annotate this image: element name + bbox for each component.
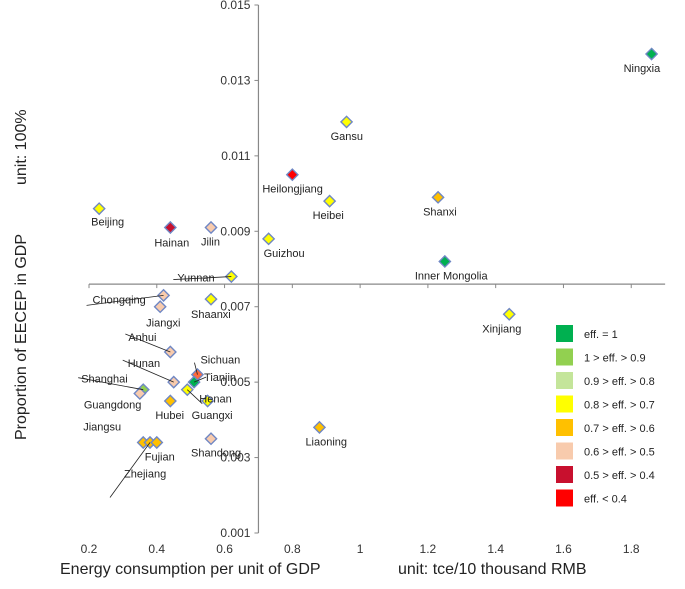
point-label: Shanghai [81,374,128,386]
x-axis-unit: unit: tce/10 thousand RMB [398,561,587,578]
y-tick-label: 0.001 [220,526,250,540]
y-tick-label: 0.007 [220,300,250,314]
legend-swatch [556,466,573,483]
leader-line [193,376,207,383]
x-tick-label: 0.4 [148,542,165,556]
y-tick-label: 0.015 [220,0,250,12]
point-labels: Ningxia Gansu Heilongjiang Heibei Shanxi Beij… [78,63,662,498]
point-label: Chongqing [93,294,146,306]
point-label: Gansu [331,131,363,143]
x-axis-title: Energy consumption per unit of GDP [60,561,321,578]
point-gansu [339,115,354,129]
point-label: Jiangxi [146,318,180,330]
legend-swatch [556,489,573,507]
point-label: Shaanxi [191,309,231,321]
x-tick-label: 0.8 [284,542,301,556]
y-tick-label: 0.005 [220,375,250,389]
point-label: Ningxia [624,63,662,75]
legend: eff. = 1 1 > eff. > 0.9 0.9 > eff. > 0.8 0.… [556,325,655,507]
point-liaoning [312,420,327,434]
point-label: Fujian [145,451,175,463]
legend-label: 1 > eff. > 0.9 [584,353,646,365]
legend-label: 0.6 > eff. > 0.5 [584,447,655,459]
point-hubei [163,394,177,408]
x-tick-label: 1 [357,542,364,556]
point-label: Guangxi [192,410,233,422]
y-tick-label: 0.013 [220,73,250,87]
legend-label: 0.7 > eff. > 0.6 [584,423,655,435]
axes: 0.001 0.003 0.005 0.007 0.009 0.011 0.013 0.015… [81,0,666,556]
point-jilin [204,220,218,235]
point-label: Guizhou [264,248,305,260]
point-label: Henan [199,394,231,406]
x-tick-label: 0.6 [216,542,233,556]
point-jiangxi [153,300,167,314]
point-label: Heilongjiang [262,184,323,196]
point-heibei [323,194,337,208]
y-tick-label: 0.009 [220,224,250,238]
point-hainan [163,220,177,235]
point-label: Jilin [201,237,220,249]
point-label: Hainan [154,238,189,250]
point-shanxi [431,190,445,204]
point-label: Hubei [155,410,184,422]
point-label: Shandong [191,448,241,460]
point-label: Shanxi [423,206,457,218]
legend-swatch [556,442,573,460]
point-label: Xinjiang [482,323,521,335]
legend-swatch [556,325,573,342]
point-label: Zhejiang [124,468,166,480]
point-label: Hunan [128,358,160,370]
point-xinjiang [502,307,516,321]
legend-swatch [556,419,573,436]
leader-line [122,359,174,383]
point-heilongjiang [285,168,299,182]
point-label: Heibei [313,210,344,222]
legend-label: 0.5 > eff. > 0.4 [584,470,655,482]
point-shaanxi [204,292,218,306]
point-beijing [92,202,106,216]
y-tick-label: 0.011 [221,149,250,163]
x-tick-label: 1.4 [487,542,504,556]
x-tick-label: 1.6 [555,542,572,556]
legend-label: 0.9 > eff. > 0.8 [584,376,655,388]
point-yunnan [224,269,238,284]
y-axis-unit: unit: 100% [13,109,30,185]
point-label: Beijing [91,217,124,229]
point-guizhou [262,232,276,246]
point-label: Tianjin [204,372,236,384]
point-fujian [150,435,164,450]
x-tick-label: 1.2 [420,542,437,556]
legend-label: eff. < 0.4 [584,494,627,506]
leader-line [86,295,164,306]
point-label: Jiangsu [83,421,121,433]
x-tick-label: 0.2 [81,542,98,556]
point-ningxia [644,47,659,61]
x-tick-label: 1.8 [623,542,640,556]
legend-label: eff. = 1 [584,329,618,341]
point-inner-mongolia [438,254,452,269]
point-label: Yunnan [177,273,214,285]
legend-swatch [556,372,573,389]
leader-line [187,389,203,404]
legend-swatch [556,395,573,413]
point-guangdong [133,386,147,401]
leader-line [109,442,151,498]
point-label: Anhui [128,332,156,344]
point-label: Liaoning [305,436,347,448]
y-tick-label: 0.003 [220,451,250,465]
leader-line [194,362,198,375]
legend-label: 0.8 > eff. > 0.7 [584,400,655,412]
point-shandong [204,432,218,446]
point-guangxi [201,394,215,408]
point-label: Sichuan [200,355,240,367]
legend-swatch [556,348,573,366]
y-axis-title: Proportion of EECEP in GDP [13,234,30,440]
point-label: Inner Mongolia [415,270,489,282]
leader-line [78,377,144,391]
point-label: Guangdong [84,399,141,411]
leader-line [125,333,171,353]
leader-line [173,276,232,280]
